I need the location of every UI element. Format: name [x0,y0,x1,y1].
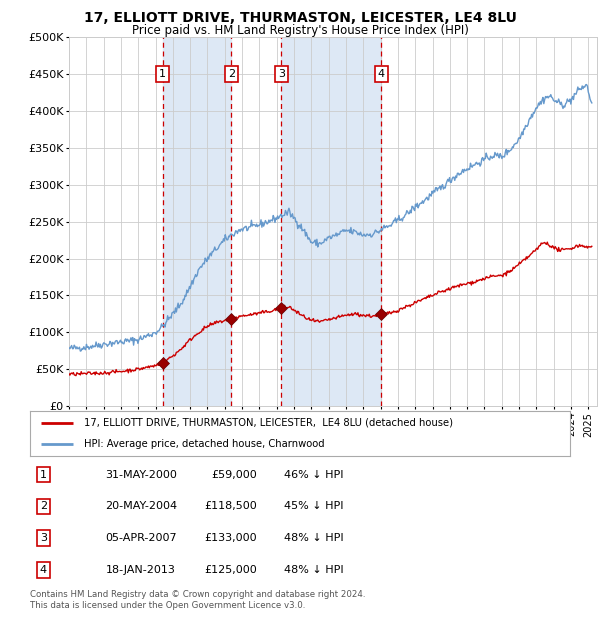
Text: 46% ↓ HPI: 46% ↓ HPI [284,470,343,480]
Text: £125,000: £125,000 [204,565,257,575]
Text: Contains HM Land Registry data © Crown copyright and database right 2024.
This d: Contains HM Land Registry data © Crown c… [30,590,365,609]
Text: 05-APR-2007: 05-APR-2007 [106,533,177,543]
Text: 17, ELLIOTT DRIVE, THURMASTON, LEICESTER,  LE4 8LU (detached house): 17, ELLIOTT DRIVE, THURMASTON, LEICESTER… [84,418,453,428]
Text: 2: 2 [40,502,47,512]
Bar [163,37,232,406]
Text: £118,500: £118,500 [204,502,257,512]
Text: £59,000: £59,000 [211,470,257,480]
Text: 4: 4 [378,69,385,79]
Bar [281,37,382,406]
Text: 1: 1 [40,470,47,480]
Text: 48% ↓ HPI: 48% ↓ HPI [284,533,343,543]
Text: 2: 2 [228,69,235,79]
Text: £133,000: £133,000 [204,533,257,543]
Text: 3: 3 [40,533,47,543]
Text: 20-MAY-2004: 20-MAY-2004 [106,502,178,512]
Text: 45% ↓ HPI: 45% ↓ HPI [284,502,343,512]
Text: 3: 3 [278,69,285,79]
Text: 31-MAY-2000: 31-MAY-2000 [106,470,178,480]
Text: HPI: Average price, detached house, Charnwood: HPI: Average price, detached house, Char… [84,439,325,449]
Text: 4: 4 [40,565,47,575]
Text: 18-JAN-2013: 18-JAN-2013 [106,565,175,575]
Text: 48% ↓ HPI: 48% ↓ HPI [284,565,343,575]
Text: 1: 1 [159,69,166,79]
Text: 17, ELLIOTT DRIVE, THURMASTON, LEICESTER, LE4 8LU: 17, ELLIOTT DRIVE, THURMASTON, LEICESTER… [83,11,517,25]
Text: Price paid vs. HM Land Registry's House Price Index (HPI): Price paid vs. HM Land Registry's House … [131,24,469,37]
